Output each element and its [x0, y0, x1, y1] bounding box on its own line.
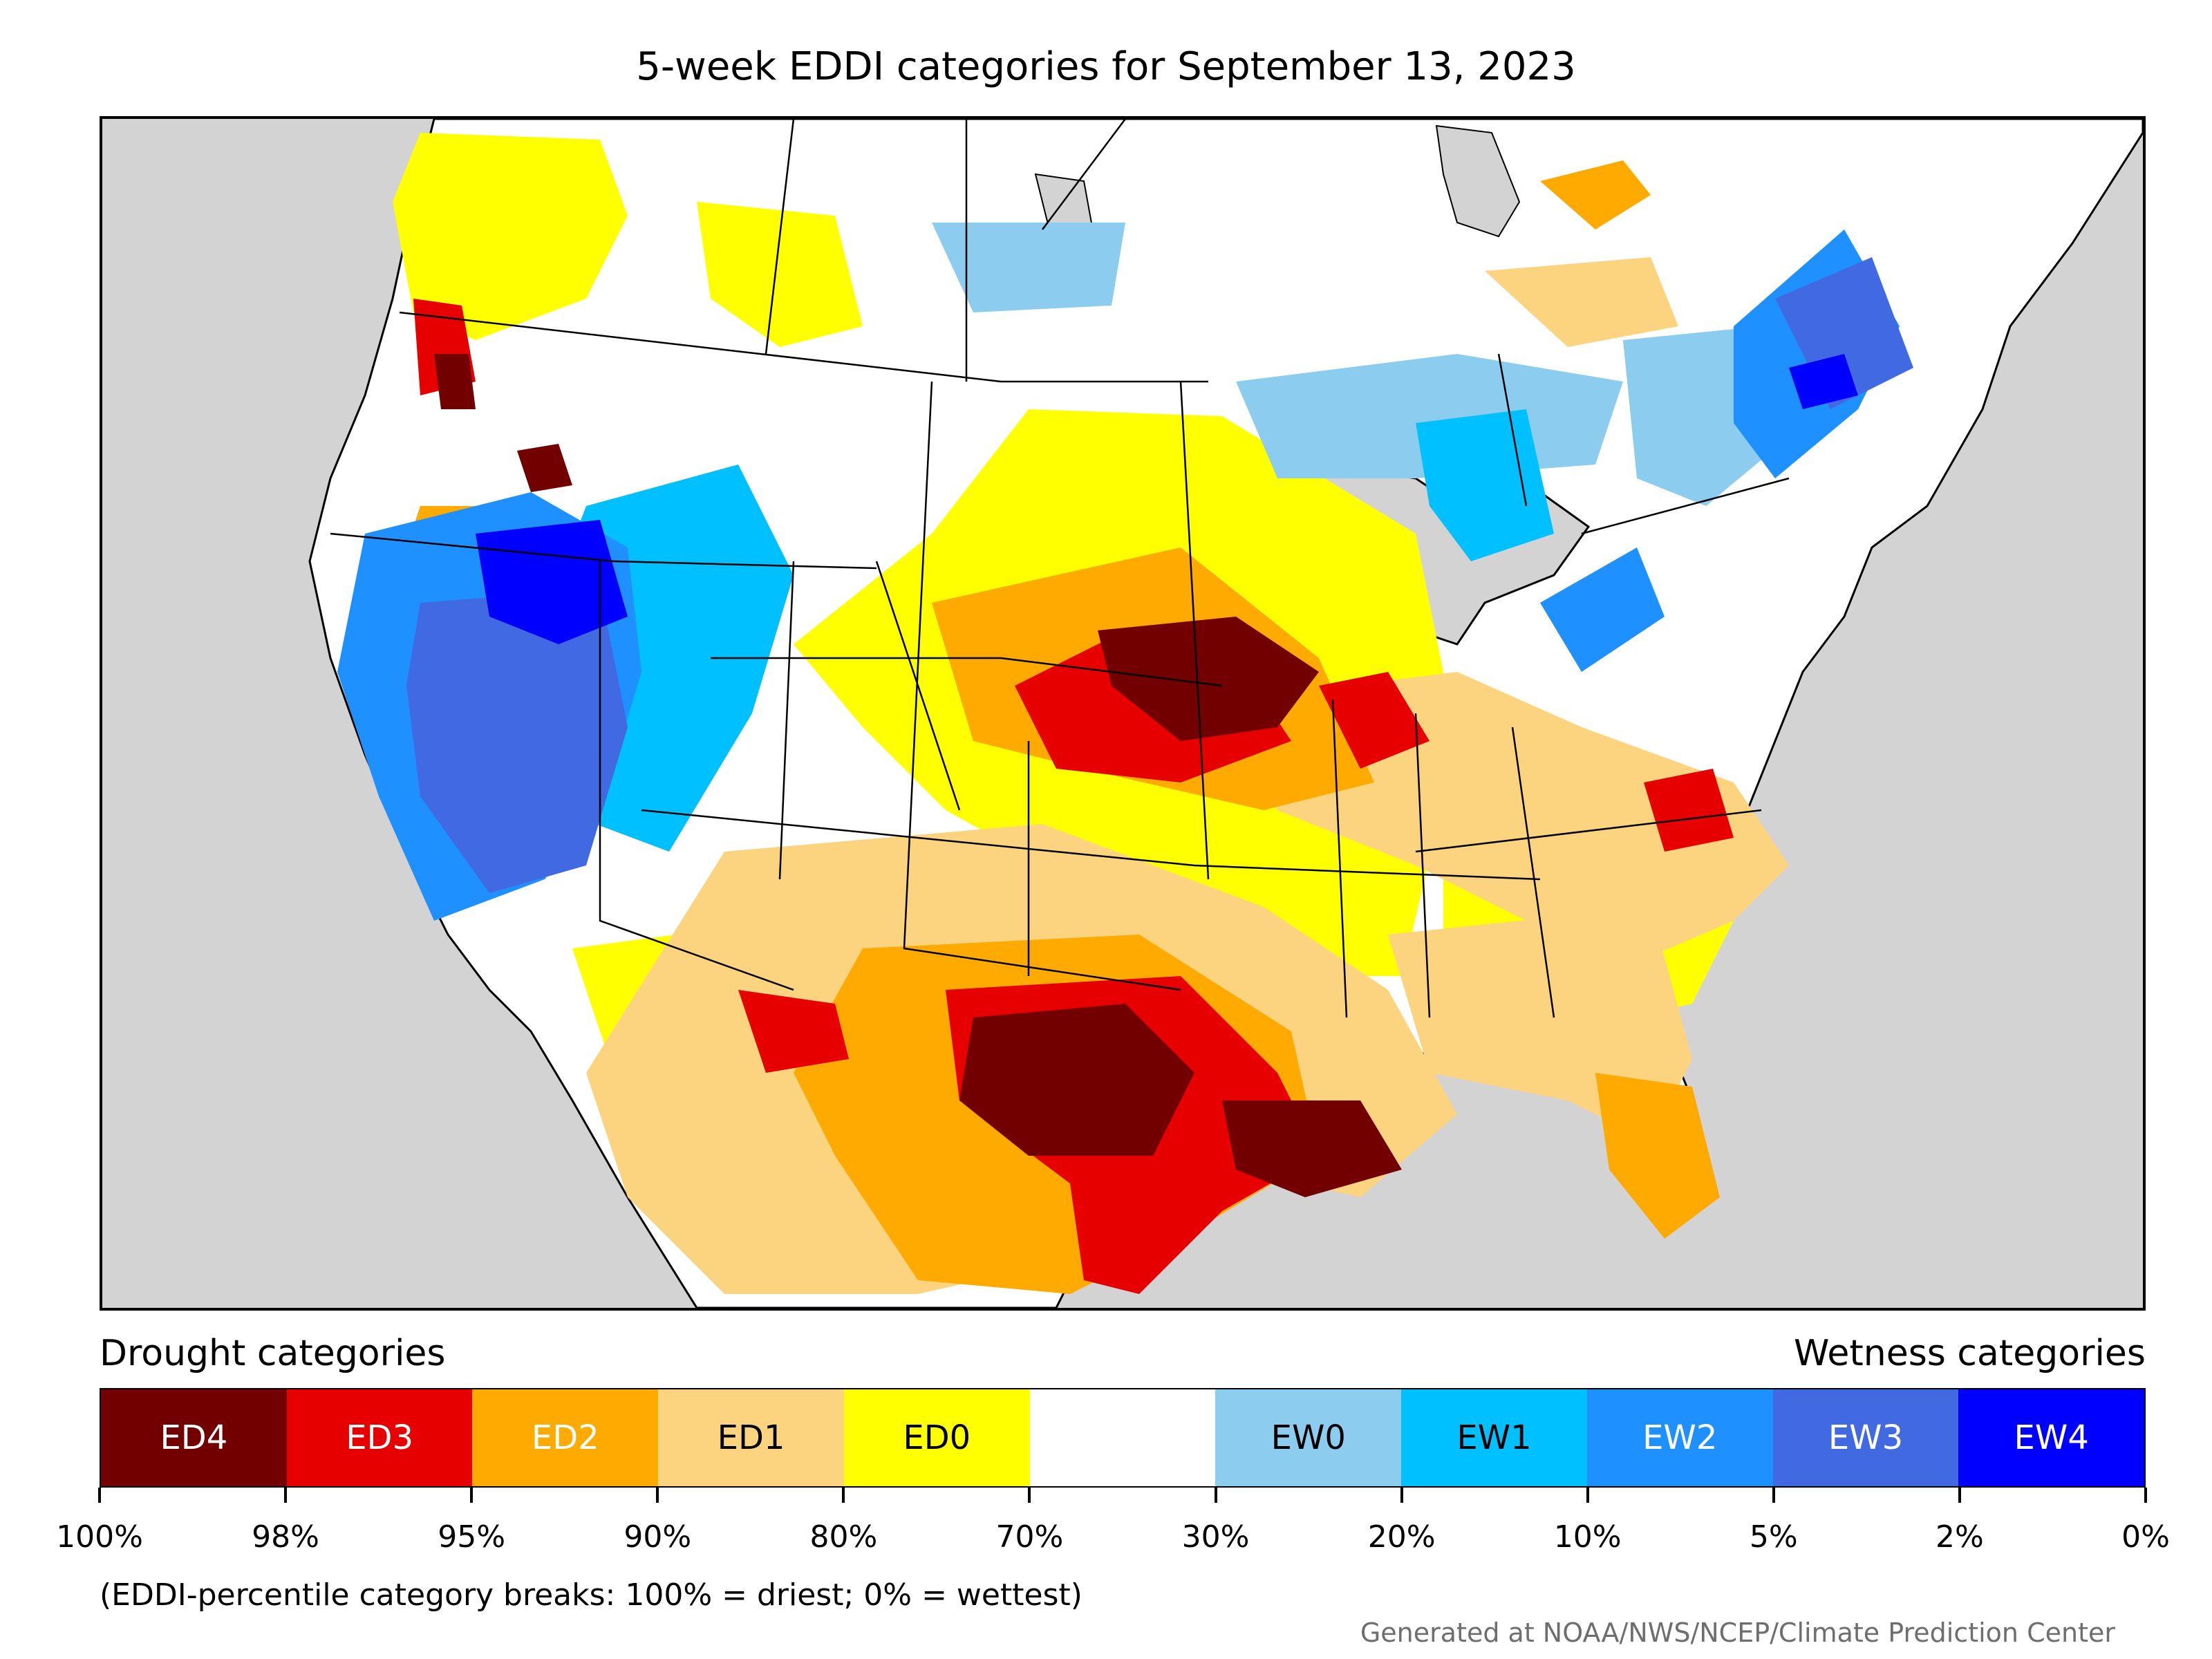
percentile-ticks: 100% 98% 95% 90% 80% 70% 30% 20% 10% 5% 2% 0% [56, 1488, 2170, 1571]
tick-mark [1586, 1488, 1589, 1503]
credit-text: Generated at NOAA/NWS/NCEP/Climate Predi… [1360, 1618, 2115, 1648]
category-swatch-ed3: ED3 [286, 1389, 473, 1486]
tick-mark [284, 1488, 288, 1503]
category-swatch-ed4: ED4 [101, 1389, 287, 1486]
tick-label: 90% [624, 1519, 692, 1555]
drought-ed4-regions [434, 354, 1402, 1197]
tick-label: 95% [438, 1519, 506, 1555]
tick-label: 20% [1367, 1519, 1436, 1555]
category-swatch-ew0: EW0 [1215, 1389, 1402, 1486]
map-canvas [102, 119, 2143, 1308]
tick-label: 5% [1749, 1519, 1798, 1555]
tick-mark [1958, 1488, 1961, 1503]
wetness-categories-heading: Wetness categories [1794, 1333, 2146, 1374]
tick-mark [98, 1488, 101, 1503]
category-swatch-ew3: EW3 [1772, 1389, 1959, 1486]
eddi-map [100, 116, 2146, 1311]
category-swatch-normal [1029, 1389, 1216, 1486]
tick-label: 30% [1181, 1519, 1250, 1555]
category-swatch-ew4: EW4 [1958, 1389, 2145, 1486]
tick-mark [842, 1488, 845, 1503]
tick-label: 2% [1936, 1519, 1984, 1555]
tick-mark [1028, 1488, 1031, 1503]
category-breaks-note: (EDDI-percentile category breaks: 100% =… [100, 1577, 1082, 1613]
tick-mark [470, 1488, 474, 1503]
category-swatch-ew1: EW1 [1401, 1389, 1587, 1486]
drought-categories-heading: Drought categories [100, 1333, 446, 1374]
tick-mark [2144, 1488, 2147, 1503]
tick-label: 98% [252, 1519, 319, 1555]
political-boundaries [330, 119, 1790, 1018]
tick-label: 10% [1553, 1519, 1622, 1555]
category-swatch-ew2: EW2 [1586, 1389, 1773, 1486]
tick-mark [1772, 1488, 1775, 1503]
tick-label: 0% [2121, 1519, 2170, 1555]
category-swatch-ed1: ED1 [658, 1389, 844, 1486]
tick-label: 100% [56, 1519, 143, 1555]
tick-mark [656, 1488, 659, 1503]
category-swatch-ed2: ED2 [472, 1389, 659, 1486]
tick-mark [1214, 1488, 1217, 1503]
wetness-ew3-regions [406, 257, 1913, 893]
map-title: 5-week EDDI categories for September 13,… [636, 44, 1576, 89]
tick-label: 80% [809, 1519, 878, 1555]
north-lake [1435, 124, 1521, 238]
category-swatch-ed0: ED0 [843, 1389, 1030, 1486]
tick-label: 70% [995, 1519, 1064, 1555]
tick-mark [1400, 1488, 1403, 1503]
category-colorbar: ED4 ED3 ED2 ED1 ED0 EW0 EW1 EW2 EW3 EW4 [100, 1388, 2146, 1488]
